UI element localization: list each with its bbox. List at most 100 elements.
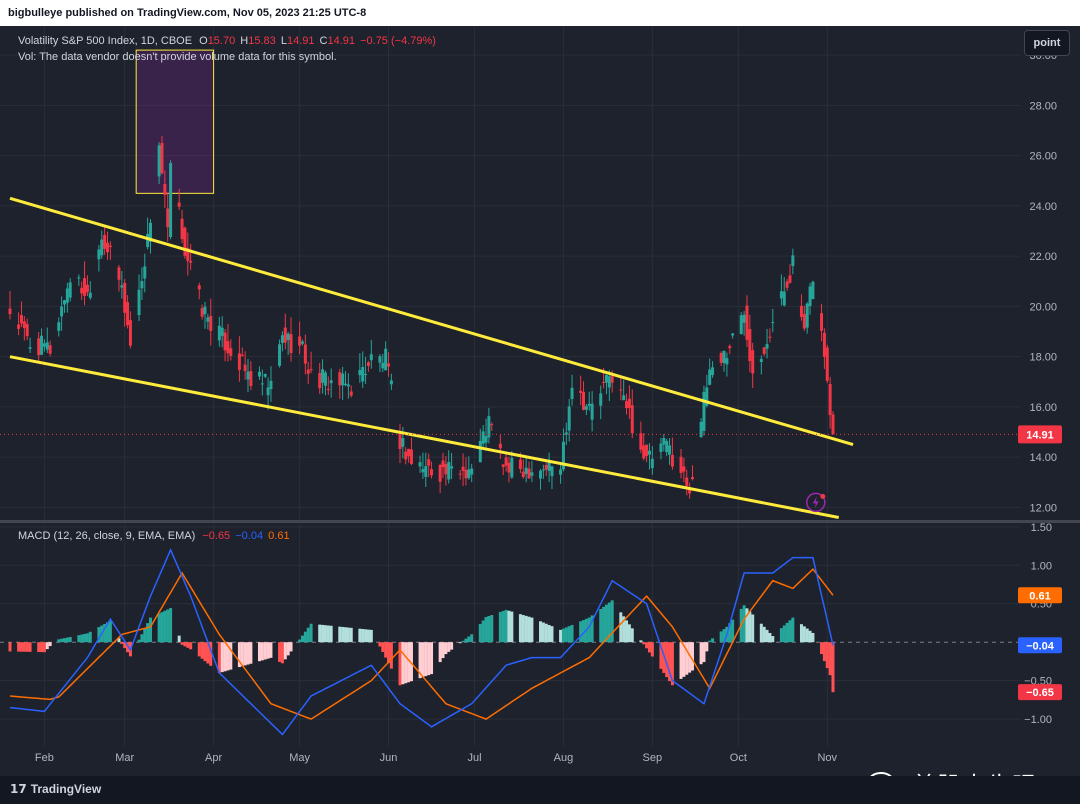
- time-axis-label: Jun: [380, 752, 398, 764]
- grid-lines: [0, 26, 1020, 746]
- tradingview-brand[interactable]: 17 TradingView: [10, 782, 101, 796]
- candle-body: [338, 372, 342, 386]
- candle-body: [398, 434, 402, 449]
- macd-histogram-bar: [77, 635, 81, 643]
- candle-body: [670, 454, 674, 467]
- macd-histogram-bar: [619, 612, 623, 643]
- candle-body: [404, 451, 408, 460]
- brand-bar: 17 TradingView: [0, 776, 1080, 804]
- macd-histogram-bar: [303, 631, 307, 643]
- candle-body: [186, 247, 190, 261]
- candle-body: [685, 477, 689, 486]
- candle-body: [570, 387, 574, 399]
- macd-histogram-bar: [438, 642, 442, 663]
- macd-histogram-bar: [269, 642, 273, 658]
- candle-body: [550, 466, 554, 477]
- macd-histogram-bar: [409, 642, 413, 682]
- ohlc-change: −0.75 (−4.79%): [360, 35, 436, 47]
- symbol-legend: Volatility S&P 500 Index, 1D, CBOE O15.7…: [18, 35, 436, 47]
- macd-histogram-bar: [567, 626, 571, 643]
- macd-histogram-bar: [206, 642, 210, 664]
- macd-histogram-bar: [708, 640, 712, 643]
- candle-body: [688, 487, 692, 494]
- price-axis-label: 18.00: [1029, 352, 1057, 364]
- candle-body: [68, 282, 72, 298]
- candle-body: [229, 348, 233, 356]
- candle-body: [88, 292, 92, 298]
- macd-histogram-bar: [209, 642, 213, 666]
- candle-body: [48, 345, 52, 354]
- macd-histogram-bar: [802, 626, 806, 643]
- candle-body: [318, 373, 322, 389]
- macd-histogram-bar: [137, 639, 141, 643]
- macd-histogram-bar: [404, 642, 408, 684]
- macd-histogram-bar: [670, 642, 674, 686]
- macd-histogram-bar: [688, 642, 692, 673]
- candle-body: [518, 459, 522, 469]
- macd-histogram-bar: [811, 632, 815, 643]
- candle-body: [702, 391, 706, 431]
- macd-histogram-bar: [283, 642, 287, 660]
- candle-body: [682, 466, 686, 472]
- macd-histogram-bar: [705, 642, 709, 652]
- candle-body: [209, 315, 213, 331]
- candle-body: [647, 450, 651, 455]
- price-axis-label: 26.00: [1029, 151, 1057, 163]
- macd-histogram-bar: [639, 640, 643, 643]
- macd-histogram-bar: [237, 642, 241, 668]
- chart-area[interactable]: Feb Mar Apr May Jun Jul Aug Sep Oct Nov 30.00 28.00…: [0, 26, 1080, 800]
- trendline: [9, 196, 854, 447]
- candle-body: [584, 406, 588, 410]
- chart-svg[interactable]: Feb Mar Apr May Jun Jul Aug Sep Oct Nov30.0028.00…: [0, 26, 1080, 776]
- volume-note: Vol: The data vendor doesn't provide vol…: [18, 51, 337, 63]
- macd-histogram-bar: [364, 629, 368, 643]
- macd-histogram-bar: [825, 642, 829, 669]
- macd-histogram-bar: [441, 642, 445, 659]
- candle-body: [177, 202, 181, 207]
- candle-body: [103, 234, 107, 249]
- macd-histogram-bar: [263, 642, 267, 660]
- macd-histogram-bar: [791, 617, 795, 643]
- macd-histogram-bar: [280, 642, 284, 664]
- macd-histogram-bar: [582, 620, 586, 643]
- candle-body: [530, 472, 534, 476]
- macd-histogram-bar: [361, 629, 365, 643]
- symbol-name: Volatility S&P 500 Index, 1D, CBOE: [18, 35, 193, 47]
- macd-histogram-bar: [217, 642, 221, 673]
- macd-histogram-bar: [599, 608, 603, 643]
- ohlc-close: 14.91: [327, 35, 356, 47]
- candle-body: [42, 343, 46, 347]
- macd-histogram-bar: [501, 610, 505, 643]
- macd-value-badge: [1018, 637, 1062, 654]
- macd-histogram-bar: [358, 628, 362, 643]
- macd-histogram-bar: [822, 642, 826, 662]
- candle-body: [645, 444, 649, 456]
- macd-histogram-bar: [160, 612, 164, 643]
- point-button[interactable]: point: [1024, 30, 1070, 56]
- candle-body: [237, 353, 241, 370]
- macd-histogram-bar: [647, 642, 651, 653]
- candle-body: [62, 300, 66, 305]
- candle-body: [739, 315, 743, 335]
- candle-body: [541, 469, 545, 471]
- candle-body: [323, 372, 327, 386]
- macd-histogram-bar: [590, 615, 594, 643]
- candle-body: [329, 380, 333, 384]
- macd-histogram-bar: [831, 642, 835, 693]
- candle-body: [346, 384, 350, 387]
- macd-histogram-bar: [805, 628, 809, 643]
- macd-histogram-bar: [510, 611, 514, 643]
- time-axis-label: Feb: [35, 752, 54, 764]
- candle-body: [808, 286, 812, 306]
- candle-body: [630, 405, 634, 434]
- macd-histogram-bar: [346, 627, 350, 643]
- macd-histogram-bar: [387, 642, 391, 664]
- macd-histogram-bar: [541, 622, 545, 643]
- macd-histogram-bar: [366, 629, 370, 643]
- macd-histogram-bar: [828, 642, 832, 676]
- macd-histogram-bar: [470, 634, 474, 643]
- candle-body: [441, 460, 445, 468]
- candle-body: [65, 288, 69, 303]
- candle-body: [501, 464, 505, 468]
- macd-histogram-bar: [17, 642, 21, 652]
